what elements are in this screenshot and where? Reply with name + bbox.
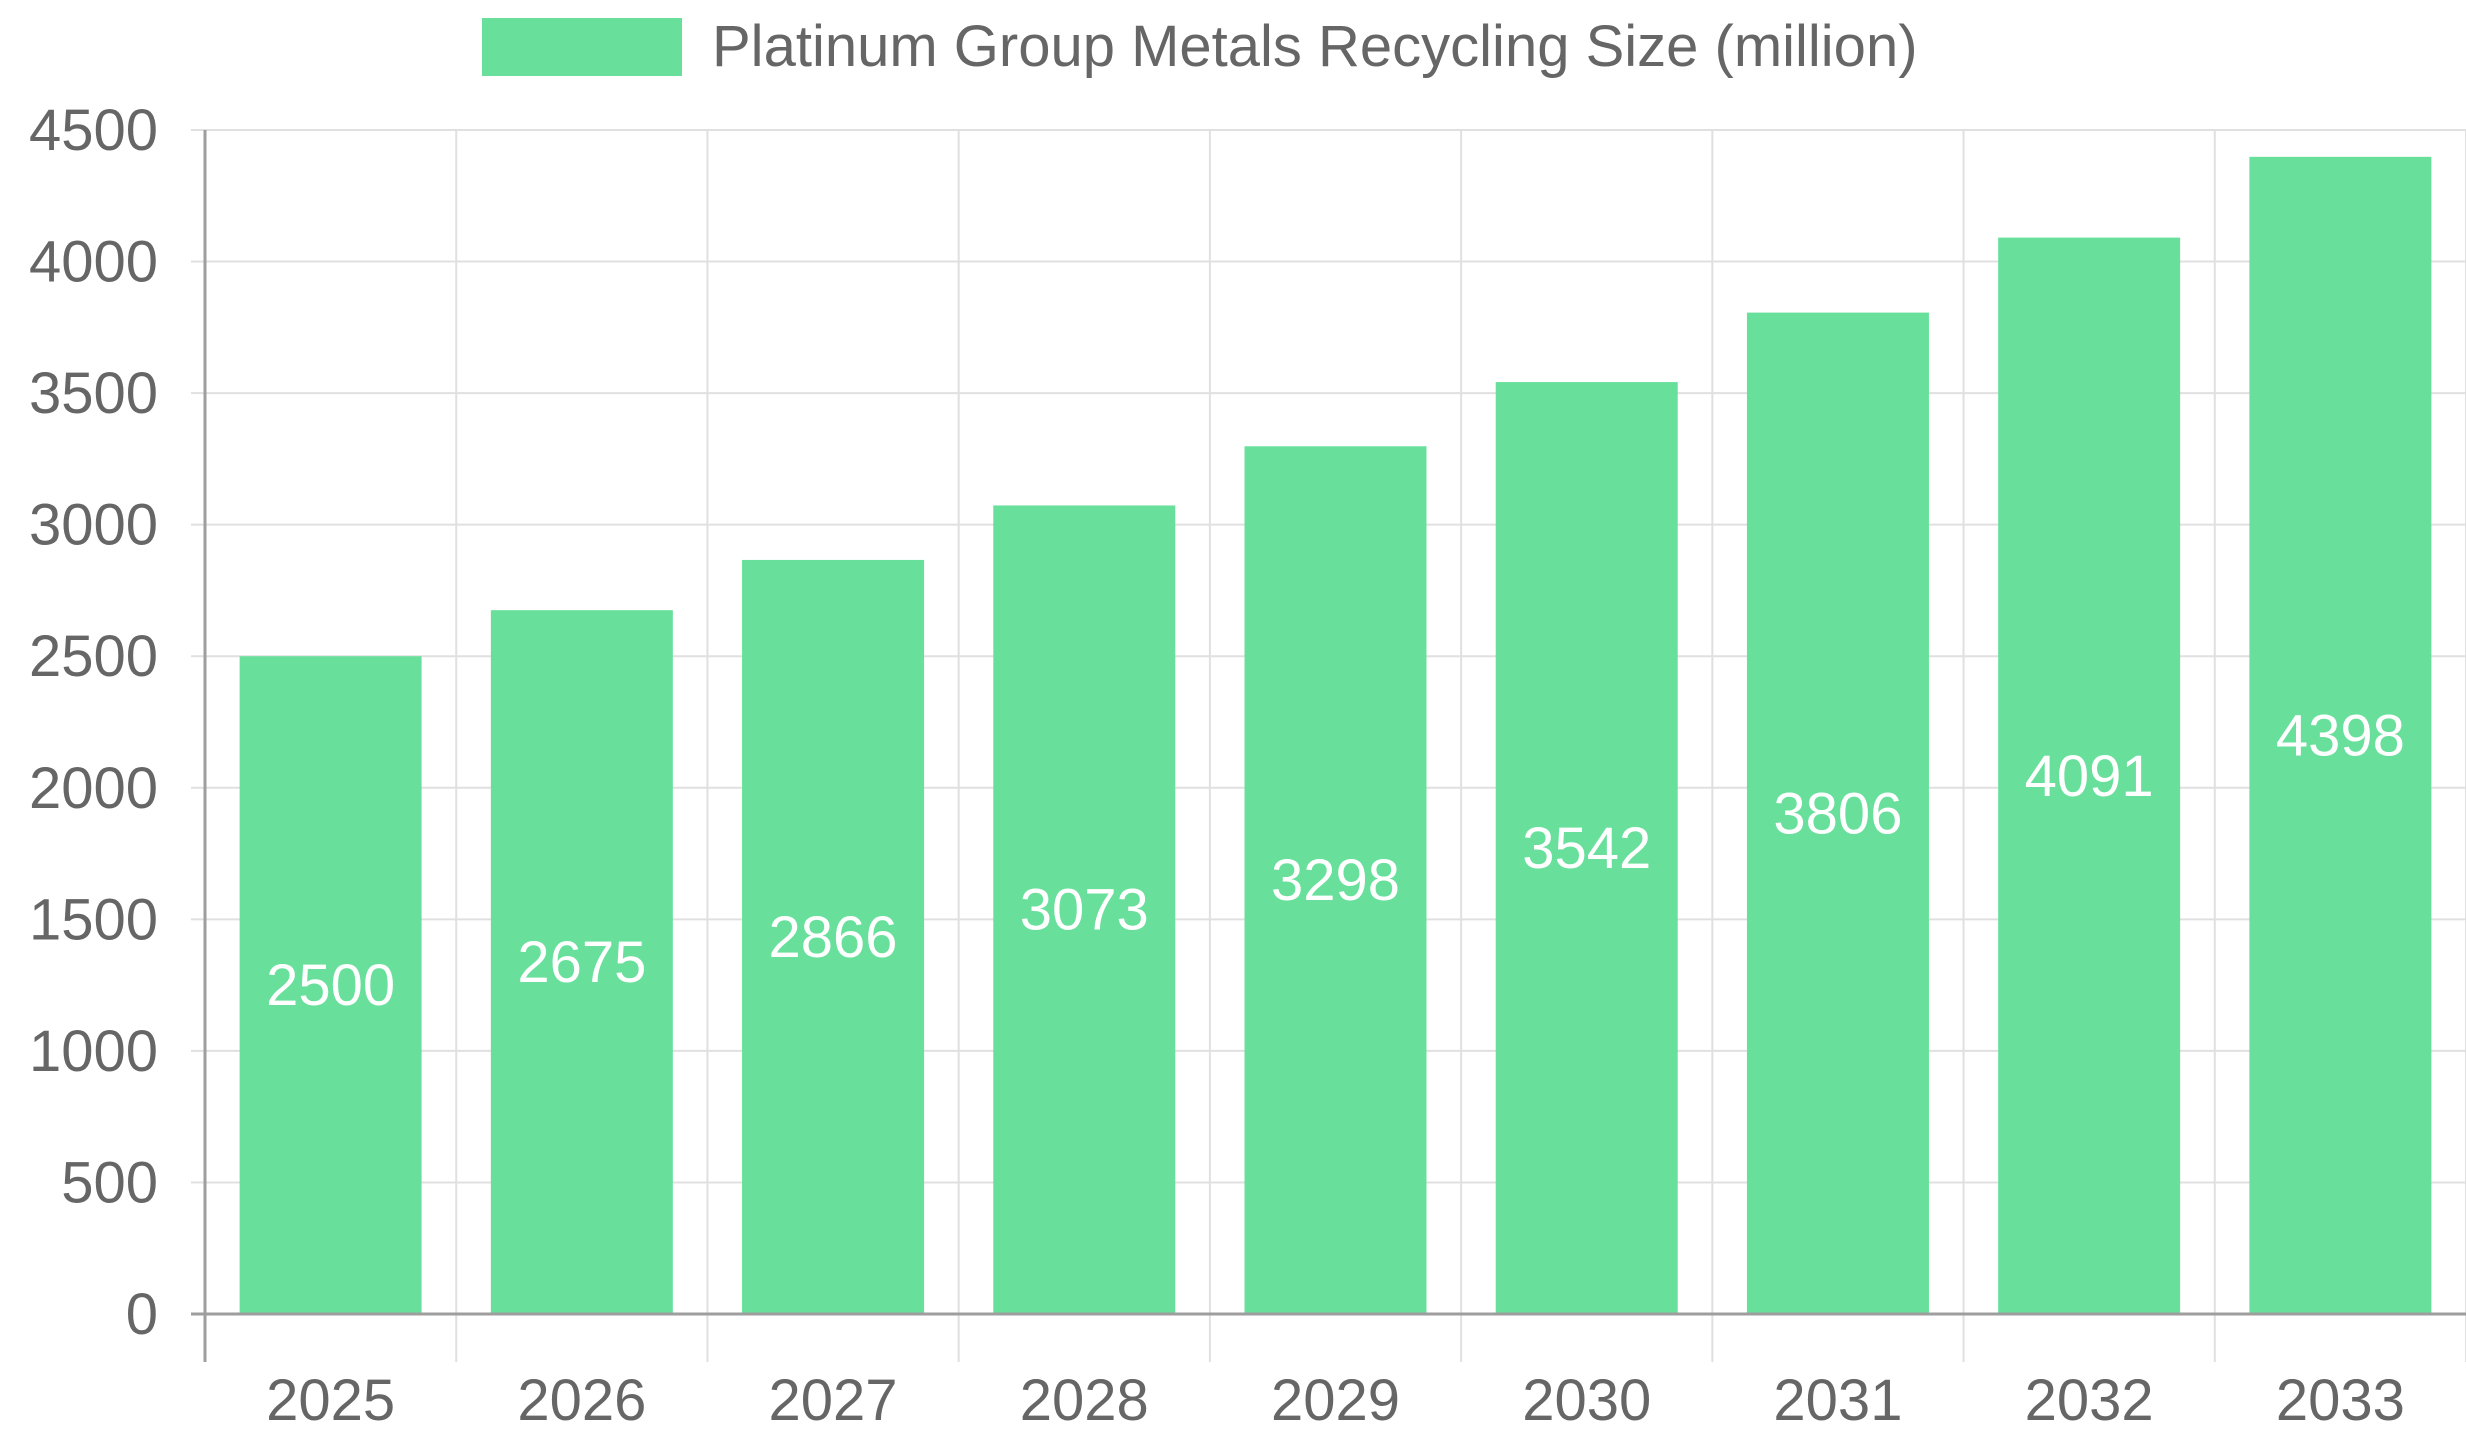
bar-2026[interactable] — [490, 610, 673, 1314]
x-tick-label: 2032 — [2025, 1368, 2154, 1433]
bar-value-label: 3298 — [1271, 848, 1400, 913]
bar-value-label: 3806 — [1773, 781, 1902, 846]
bar-value-label: 4091 — [2025, 744, 2154, 809]
y-tick-label: 2000 — [29, 756, 158, 821]
bar-2030[interactable] — [1495, 382, 1678, 1315]
bar-2029[interactable] — [1244, 446, 1427, 1315]
legend-swatch[interactable] — [482, 18, 682, 76]
bar-value-label: 2675 — [517, 930, 646, 995]
x-tick-label: 2026 — [517, 1368, 646, 1433]
y-tick-label: 3500 — [29, 361, 158, 426]
bar-2033[interactable] — [2249, 156, 2432, 1315]
bar-2025[interactable] — [239, 656, 422, 1314]
bar-2031[interactable] — [1746, 312, 1929, 1314]
x-tick-label: 2027 — [769, 1368, 898, 1433]
bar-2028[interactable] — [993, 505, 1176, 1314]
bars-layer — [239, 156, 2432, 1315]
y-tick-label: 3000 — [29, 493, 158, 558]
y-tick-label: 1500 — [29, 887, 158, 952]
bar-value-label: 3073 — [1020, 878, 1149, 943]
y-tick-label: 4000 — [29, 230, 158, 295]
y-tick-label: 500 — [61, 1150, 158, 1215]
bar-2032[interactable] — [1998, 237, 2181, 1315]
y-tick-label: 4500 — [29, 98, 158, 163]
axis-layer — [191, 129, 2466, 1362]
bar-value-label: 2500 — [266, 953, 395, 1018]
x-tick-label: 2033 — [2276, 1368, 2405, 1433]
y-tick-label: 0 — [126, 1282, 158, 1347]
y-tick-label: 2500 — [29, 624, 158, 689]
x-tick-label: 2028 — [1020, 1368, 1149, 1433]
legend-label[interactable]: Platinum Group Metals Recycling Size (mi… — [712, 14, 1918, 79]
bar-value-label: 3542 — [1522, 816, 1651, 881]
x-tick-label: 2031 — [1773, 1368, 1902, 1433]
y-tick-label: 1000 — [29, 1019, 158, 1084]
x-tick-label: 2030 — [1522, 1368, 1651, 1433]
labels-layer: 0 500 1000 1500 2000 2500 3000 3500 4000 4500 2500… — [29, 98, 2405, 1433]
bar-value-label: 4398 — [2276, 703, 2405, 768]
legend[interactable]: Platinum Group Metals Recycling Size (mi… — [482, 14, 1918, 79]
bar-value-label: 2866 — [769, 905, 898, 970]
x-tick-label: 2025 — [266, 1368, 395, 1433]
x-tick-label: 2029 — [1271, 1368, 1400, 1433]
bar-2027[interactable] — [742, 559, 925, 1314]
